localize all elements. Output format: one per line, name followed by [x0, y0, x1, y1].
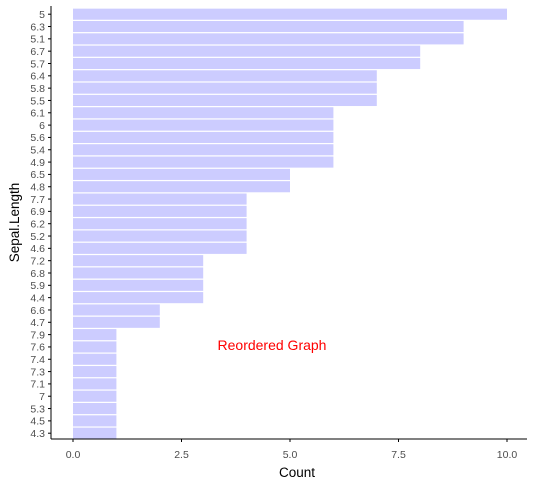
y-tick-label: 5.5	[30, 95, 45, 107]
y-tick-label: 5.3	[30, 403, 45, 415]
x-tick-label: 0.0	[66, 449, 81, 461]
bar-5.4	[73, 144, 334, 156]
bar-7.9	[73, 329, 117, 341]
y-tick-label: 5.4	[30, 145, 45, 157]
x-axis-ticks: 0.0 2.5 5.0 7.5 10.0	[66, 439, 518, 461]
y-tick-label: 5.8	[30, 83, 45, 95]
chart-annotation: Reordered Graph	[218, 337, 327, 353]
y-axis-title: Sepal.Length	[7, 183, 22, 263]
y-tick-label: 4.6	[30, 243, 45, 255]
y-tick-label: 4.5	[30, 416, 45, 428]
y-tick-label: 4.9	[30, 157, 45, 169]
y-tick-label: 7	[39, 391, 45, 403]
y-tick-label: 4.4	[30, 292, 45, 304]
y-axis-ticks: 56.35.16.75.76.45.85.56.165.65.44.96.54.…	[30, 9, 51, 440]
y-tick-label: 5.2	[30, 231, 45, 243]
bar-6.4	[73, 70, 377, 82]
y-tick-label: 5.6	[30, 132, 45, 144]
bar-4.4	[73, 292, 204, 304]
bar-6.7	[73, 45, 421, 57]
y-tick-label: 5.9	[30, 280, 45, 292]
y-tick-label: 5.7	[30, 58, 45, 70]
y-tick-label: 6.1	[30, 108, 45, 120]
x-tick-label: 7.5	[391, 449, 406, 461]
bar-4.5	[73, 415, 117, 427]
bar-6.6	[73, 304, 160, 316]
y-tick-label: 7.4	[30, 354, 45, 366]
y-tick-label: 6.8	[30, 268, 45, 280]
y-tick-label: 5.1	[30, 34, 45, 46]
bar-6.8	[73, 267, 204, 279]
bar-6.5	[73, 168, 290, 180]
y-tick-label: 4.7	[30, 317, 45, 329]
y-tick-label: 7.7	[30, 194, 45, 206]
bar-7.7	[73, 193, 247, 205]
bar-7.3	[73, 366, 117, 378]
y-tick-label: 7.9	[30, 329, 45, 341]
y-tick-label: 4.3	[30, 428, 45, 440]
bar-4.6	[73, 242, 247, 254]
x-tick-label: 5.0	[283, 449, 298, 461]
bar-6	[73, 119, 334, 131]
y-tick-label: 7.6	[30, 342, 45, 354]
bar-4.9	[73, 156, 334, 168]
bar-7	[73, 390, 117, 402]
y-tick-label: 6	[39, 120, 45, 132]
bar-5	[73, 8, 507, 20]
y-tick-label: 6.2	[30, 219, 45, 231]
y-tick-label: 7.2	[30, 255, 45, 267]
bar-4.8	[73, 181, 290, 193]
bar-5.5	[73, 94, 377, 107]
bar-4.7	[73, 316, 160, 328]
x-tick-label: 2.5	[174, 449, 189, 461]
bar-6.9	[73, 205, 247, 217]
y-tick-label: 6.4	[30, 71, 45, 83]
y-tick-label: 6.6	[30, 305, 45, 317]
bar-5.3	[73, 403, 117, 415]
bar-5.8	[73, 82, 377, 94]
bar-5.9	[73, 279, 204, 291]
bar-6.1	[73, 107, 334, 119]
bars-group	[73, 8, 507, 439]
y-tick-label: 6.3	[30, 21, 45, 33]
x-tick-label: 10.0	[497, 449, 518, 461]
bar-5.1	[73, 33, 464, 45]
y-tick-label: 6.5	[30, 169, 45, 181]
y-tick-label: 6.7	[30, 46, 45, 58]
y-tick-label: 7.3	[30, 366, 45, 378]
bar-7.4	[73, 353, 117, 365]
y-tick-label: 7.1	[30, 379, 45, 391]
y-tick-label: 4.8	[30, 182, 45, 194]
bar-5.2	[73, 230, 247, 242]
bar-4.3	[73, 427, 117, 439]
bar-7.1	[73, 378, 117, 390]
bar-5.7	[73, 57, 421, 70]
bar-7.2	[73, 255, 204, 267]
y-tick-label: 5	[39, 9, 45, 21]
bar-6.3	[73, 20, 464, 33]
y-tick-label: 6.9	[30, 206, 45, 218]
bar-6.2	[73, 218, 247, 230]
bar-7.6	[73, 341, 117, 353]
bar-5.6	[73, 131, 334, 143]
x-axis-title: Count	[279, 465, 315, 480]
